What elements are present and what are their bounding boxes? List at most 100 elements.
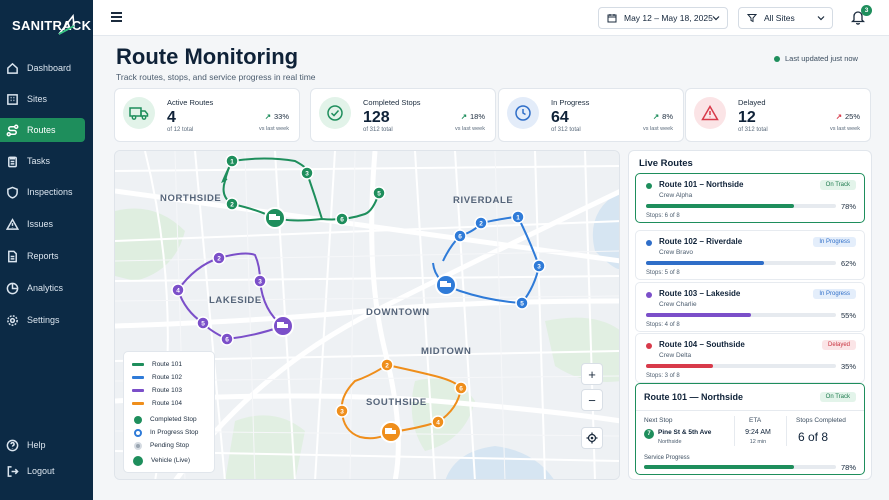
sidebar-item-help[interactable]: Help xyxy=(0,433,85,457)
sidebar-item-tasks[interactable]: Tasks xyxy=(0,149,85,173)
divider xyxy=(636,410,864,411)
sidebar-item-issues[interactable]: Issues xyxy=(0,212,85,236)
stop-markers: 1 2 3 5 6 1 2 3 5 6 2 3 4 5 6 2 3 4 6 xyxy=(171,154,546,443)
stat-label: In Progress xyxy=(551,98,590,107)
clipboard-icon xyxy=(5,154,19,168)
progress-bar xyxy=(646,261,836,265)
sidebar-item-label: Logout xyxy=(27,466,55,476)
route-detail-card: Route 101 — Northside On Track Next Stop… xyxy=(635,383,865,475)
vehicle-104 xyxy=(380,421,402,443)
svg-text:6: 6 xyxy=(225,337,229,344)
status-badge: In Progress xyxy=(813,289,856,299)
stat-card-active-routes: Active Routes 4 of 12 total ↗ 33% vs last… xyxy=(114,88,300,142)
home-icon xyxy=(5,61,19,75)
sidebar-item-inspections[interactable]: Inspections xyxy=(0,180,85,204)
stat-value: 128 xyxy=(363,109,390,126)
svg-text:4: 4 xyxy=(436,420,440,427)
eta-time: 9:24 AM xyxy=(745,429,771,436)
divider xyxy=(734,416,735,446)
sidebar-item-settings[interactable]: Settings xyxy=(0,308,85,332)
sidebar-item-reports[interactable]: Reports xyxy=(0,244,85,268)
status-badge: On Track xyxy=(819,180,856,190)
stop-102-6: 6 xyxy=(453,229,467,243)
sidebar-item-label: Reports xyxy=(27,251,59,261)
svg-text:3: 3 xyxy=(537,264,541,271)
menu-icon[interactable] xyxy=(111,12,122,22)
area-label-lakeside: LAKESIDE xyxy=(209,295,262,306)
stat-value: 12 xyxy=(738,109,756,126)
vehicle-icon xyxy=(133,455,143,466)
check-circle-icon xyxy=(319,97,351,129)
notification-count-badge: 3 xyxy=(861,5,872,16)
progress-bar xyxy=(646,204,836,208)
stop-103-5: 5 xyxy=(196,316,210,330)
date-range-picker[interactable]: May 12 – May 18, 2025 xyxy=(598,7,728,29)
stop-104-3: 3 xyxy=(335,404,349,418)
stop-102-5: 5 xyxy=(515,296,529,310)
service-progress-bar xyxy=(644,465,836,469)
sidebar-item-logout[interactable]: Logout xyxy=(0,459,85,483)
svg-text:5: 5 xyxy=(520,301,524,308)
zoom-out-button[interactable]: − xyxy=(581,389,603,411)
stop-103-2: 2 xyxy=(212,251,226,265)
sidebar-item-analytics[interactable]: Analytics xyxy=(0,276,85,300)
route-map[interactable]: NORTHSIDE RIVERDALE LAKESIDE DOWNTOWN MI… xyxy=(114,150,620,480)
progress-percent: 35% xyxy=(840,362,856,371)
area-label-downtown: DOWNTOWN xyxy=(366,307,430,318)
stops-completed-label: Stops Completed xyxy=(796,417,846,424)
crosshair-icon xyxy=(586,432,598,444)
route-color-dot xyxy=(646,343,652,349)
crew-name: Crew Charlie xyxy=(659,301,697,308)
route-card[interactable]: Route 104 – Southside Crew Delta Delayed… xyxy=(635,333,865,383)
sidebar-item-routes[interactable]: Routes xyxy=(0,118,85,142)
stat-trend: ↗ 33% xyxy=(264,112,289,121)
route-card[interactable]: Route 102 – Riverdale Crew Bravo In Prog… xyxy=(635,230,865,280)
stat-total: of 312 total xyxy=(551,127,581,133)
stat-total: of 312 total xyxy=(738,127,768,133)
sidebar-item-label: Tasks xyxy=(27,156,51,166)
stop-101-6: 6 xyxy=(335,212,349,226)
sidebar-item-dashboard[interactable]: Dashboard xyxy=(0,56,85,80)
svg-text:3: 3 xyxy=(305,171,309,178)
route-name: Route 104 – Southside xyxy=(659,340,745,349)
stat-card-delayed: Delayed 12 of 312 total ↗ 25% vs last wee… xyxy=(685,88,871,142)
legend-item: Route 103 xyxy=(132,384,206,397)
svg-text:5: 5 xyxy=(377,191,381,198)
route-name: Route 103 – Lakeside xyxy=(659,289,741,298)
route-color-dot xyxy=(646,183,652,189)
stat-total: of 312 total xyxy=(363,127,393,133)
next-stop-number: 7 xyxy=(644,429,654,439)
service-progress-percent: 78% xyxy=(840,463,856,472)
map-legend: Route 101 Route 102 Route 103 Route 104 … xyxy=(123,351,215,473)
trend-up-icon: ↗ xyxy=(835,112,842,121)
divider xyxy=(786,416,787,446)
locate-button[interactable] xyxy=(581,427,603,449)
legend-item: In Progress Stop xyxy=(132,426,206,439)
pending-stop-icon xyxy=(134,441,142,450)
chevron-down-icon xyxy=(817,16,825,21)
vehicle-101 xyxy=(264,207,286,229)
stop-103-6: 6 xyxy=(220,332,234,346)
progress-bar xyxy=(646,364,836,368)
date-range-label: May 12 – May 18, 2025 xyxy=(624,13,713,23)
site-filter-select[interactable]: All Sites xyxy=(738,7,833,29)
sidebar-item-sites[interactable]: Sites xyxy=(0,87,85,111)
route-card[interactable]: Route 103 – Lakeside Crew Charlie In Pro… xyxy=(635,282,865,332)
bell-icon[interactable] xyxy=(851,9,865,25)
legend-item: Route 104 xyxy=(132,397,206,410)
chart-icon xyxy=(5,281,19,295)
zoom-in-button[interactable]: + xyxy=(581,363,603,385)
stops-count: Stops: 4 of 8 xyxy=(646,322,680,328)
route-color-dot xyxy=(646,240,652,246)
svg-text:2: 2 xyxy=(217,256,221,263)
logout-icon xyxy=(5,464,19,478)
svg-text:2: 2 xyxy=(479,221,483,228)
stop-101-2: 2 xyxy=(225,197,239,211)
stops-count: Stops: 3 of 8 xyxy=(646,373,680,379)
stat-value: 64 xyxy=(551,109,569,126)
stat-comparison: vs last week xyxy=(455,126,485,132)
stop-104-4: 4 xyxy=(431,415,445,429)
route-card[interactable]: Route 101 – Northside Crew Alpha On Trac… xyxy=(635,173,865,223)
svg-text:3: 3 xyxy=(258,279,262,286)
stat-comparison: vs last week xyxy=(830,126,860,132)
